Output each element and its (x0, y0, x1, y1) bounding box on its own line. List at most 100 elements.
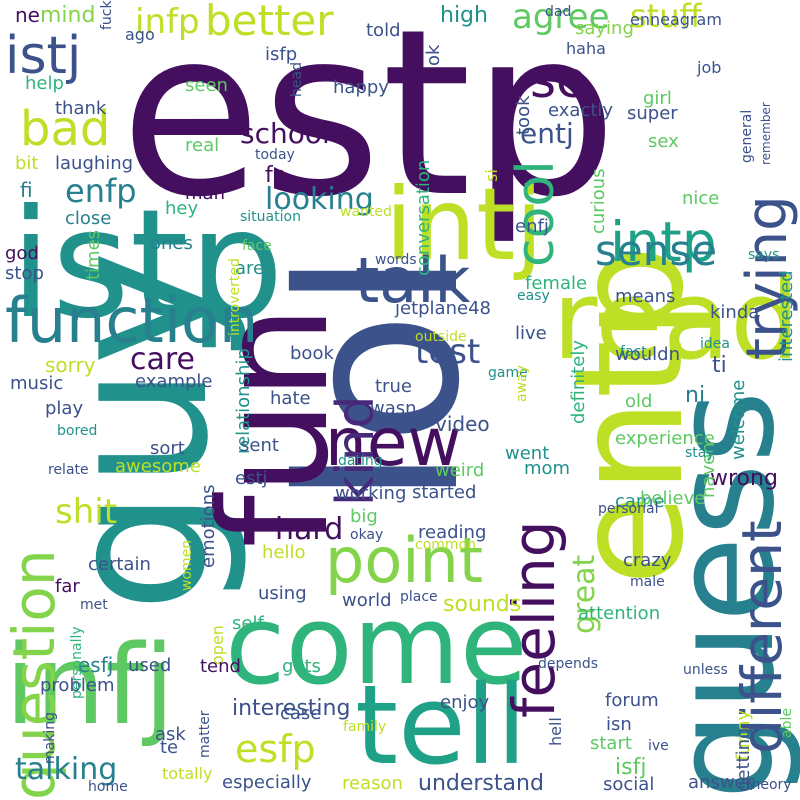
word-making: making (42, 712, 58, 764)
word-common: common (415, 537, 476, 553)
word-ago: ago (125, 25, 155, 44)
word-started: started (412, 482, 477, 503)
word-bad: bad (20, 101, 111, 157)
word-tend: tend (200, 656, 241, 677)
word-intj: intj (385, 166, 544, 283)
word-intp: intp (610, 210, 717, 274)
word-world: world (342, 590, 392, 611)
word-si: si (482, 169, 501, 182)
word-talk: talk (355, 244, 471, 317)
word-start: start (590, 733, 632, 754)
word-ok: ok (423, 44, 444, 66)
word-stop: stop (5, 263, 44, 284)
word-general: general (739, 109, 755, 163)
word-high: high (440, 3, 488, 28)
word-tell: tell (355, 661, 527, 789)
word-hate: hate (270, 388, 311, 409)
word-esfp: esfp (235, 727, 316, 771)
word-outside: outside (415, 329, 467, 345)
word-met: met (80, 597, 108, 613)
word-sent: sent (240, 435, 279, 456)
word-big: big (350, 506, 378, 527)
word-stay: stay (685, 445, 715, 461)
word-jetplane48: jetplane48 (395, 298, 491, 319)
word-bit: bit (15, 153, 39, 174)
word-able: able (779, 708, 795, 738)
word-enneagram: enneagram (630, 10, 722, 29)
word-certain: certain (88, 554, 151, 575)
word-enfp: enfp (65, 172, 137, 210)
word-seen: seen (185, 75, 228, 96)
word-reason: reason (342, 773, 403, 794)
word-video: video (435, 412, 490, 436)
word-means: means (615, 286, 676, 307)
word-awesome: awesome (115, 456, 201, 477)
word-conversation: conversation (413, 159, 434, 276)
word-answer: answer (688, 772, 754, 793)
word-weird: weird (435, 460, 485, 481)
word-infj: infj (5, 621, 175, 749)
word-took: took (513, 95, 534, 135)
word-example: example (135, 371, 213, 392)
word-looking: looking (265, 182, 374, 217)
word-says: says (748, 247, 780, 263)
word-told: told (366, 20, 401, 41)
word-hello: hello (262, 542, 306, 563)
word-ne: ne (15, 3, 40, 27)
word-sense: sense (595, 226, 718, 275)
word-fi: fi (20, 178, 33, 202)
word-interesting: interesting (232, 696, 351, 721)
word-male: male (630, 574, 665, 590)
word-entj: entj (520, 117, 574, 150)
word-welcome: welcome (728, 379, 749, 460)
word-feeling: feeling (500, 520, 568, 718)
word-away: away (514, 365, 530, 402)
word-se: se (530, 51, 587, 109)
word-estp: estp (120, 0, 618, 248)
word-happy: happy (333, 77, 389, 98)
word-dating: dating (338, 453, 383, 469)
word-wasn: wasn (370, 398, 417, 419)
word-hell: hell (546, 717, 565, 746)
word-definitely: definitely (568, 339, 589, 424)
word-far: far (55, 576, 80, 597)
word-hey: hey (165, 198, 199, 219)
word-play: play (45, 398, 84, 419)
word-isn: isn (606, 714, 632, 735)
word-situation: situation (240, 209, 301, 225)
word-real: real (185, 135, 220, 156)
word-job: job (697, 58, 722, 77)
word-girl: girl (643, 88, 672, 109)
word-attention: attention (578, 603, 661, 624)
word-went: went (505, 443, 550, 464)
word-self: self (232, 613, 264, 634)
word-man: man (185, 183, 225, 204)
word-bored: bored (57, 423, 98, 439)
word-saying: saying (575, 18, 634, 39)
word-social: social (603, 774, 655, 795)
word-used: used (128, 655, 172, 676)
word-theory: theory (746, 777, 792, 793)
word-fe: fe (265, 163, 287, 188)
word-super: super (627, 103, 678, 124)
word-family: family (343, 719, 387, 735)
word-ive: ive (648, 738, 669, 754)
word-come: come (225, 581, 528, 709)
word-gets: gets (282, 656, 321, 677)
word-emotions: emotions (198, 484, 219, 568)
word-relate: relate (48, 462, 89, 478)
word-reading: reading (418, 522, 487, 543)
word-today: today (255, 147, 295, 163)
word-ni: ni (685, 383, 706, 408)
word-test: test (415, 332, 481, 372)
word-okay: okay (350, 527, 384, 543)
word-old: old (625, 391, 653, 412)
word-god: god (5, 243, 39, 264)
word-female: female (525, 273, 588, 294)
word-won: won (371, 274, 400, 290)
word-personal: personal (598, 501, 659, 517)
word-women: women (179, 539, 195, 591)
word-forum: forum (605, 690, 659, 711)
word-nice: nice (682, 188, 720, 209)
